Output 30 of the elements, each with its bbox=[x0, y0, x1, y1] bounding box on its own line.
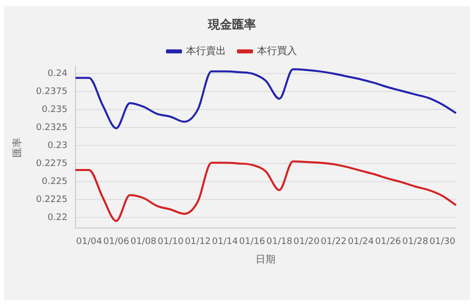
y-axis-title: 匯率 bbox=[12, 137, 24, 158]
x-tick-label: 01/06 bbox=[103, 236, 130, 247]
x-tick-label: 01/16 bbox=[239, 236, 266, 247]
y-tick-label: 0.2375 bbox=[36, 86, 68, 97]
legend-label: 本行買入 bbox=[257, 44, 297, 57]
y-tick-label: 0.2325 bbox=[36, 122, 68, 133]
chart-title: 現金匯率 bbox=[207, 17, 256, 32]
x-tick-label: 01/14 bbox=[212, 236, 238, 247]
y-tick-label: 0.22 bbox=[47, 212, 68, 223]
y-tick-label: 0.24 bbox=[47, 68, 68, 79]
legend-label: 本行賣出 bbox=[186, 44, 226, 57]
x-tick-label: 01/20 bbox=[294, 236, 320, 247]
y-tick-label: 0.23 bbox=[47, 140, 68, 151]
x-tick-label: 01/28 bbox=[402, 236, 428, 247]
y-tick-label: 0.2275 bbox=[36, 158, 68, 169]
x-tick-label: 01/30 bbox=[429, 236, 456, 247]
y-tick-label: 0.225 bbox=[42, 176, 68, 187]
x-tick-label: 01/24 bbox=[348, 236, 374, 247]
x-tick-label: 01/08 bbox=[130, 236, 157, 247]
x-tick-label: 01/04 bbox=[76, 236, 102, 247]
x-tick-label: 01/18 bbox=[266, 236, 293, 247]
y-tick-label: 0.235 bbox=[42, 104, 68, 115]
x-tick-label: 01/22 bbox=[320, 236, 347, 247]
x-tick-label: 01/12 bbox=[184, 236, 211, 247]
y-tick-label: 0.2225 bbox=[36, 194, 68, 205]
x-axis-title: 日期 bbox=[256, 254, 276, 266]
x-tick-label: 01/10 bbox=[158, 236, 184, 247]
x-tick-label: 01/26 bbox=[375, 236, 402, 247]
line-series bbox=[74, 160, 457, 222]
line-series bbox=[74, 68, 457, 130]
